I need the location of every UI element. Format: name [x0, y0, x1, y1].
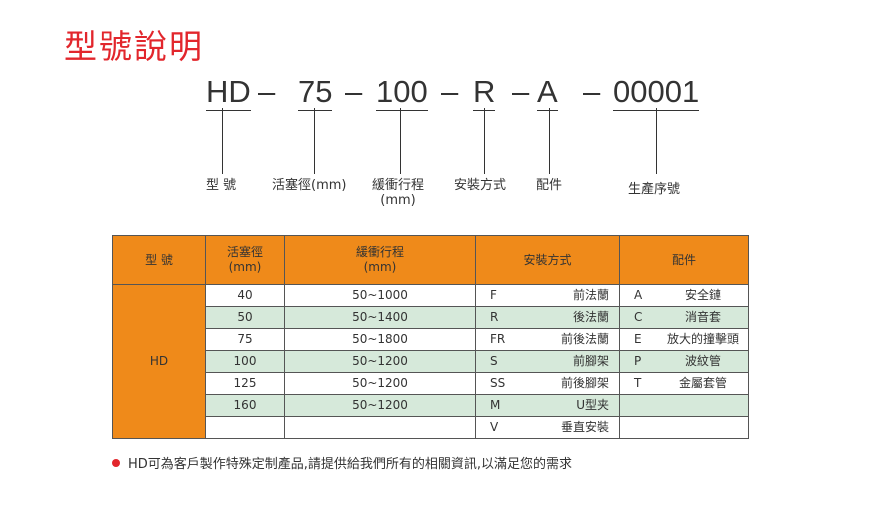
accessory-cell: C 消音套: [619, 306, 749, 329]
mount-name: 前後腳架: [560, 376, 609, 390]
mount-name: 前法蘭: [572, 288, 609, 302]
stroke-cell: [284, 416, 476, 439]
mount-cell: V 垂直安裝: [475, 416, 620, 439]
mount-cell: FR 前後法蘭: [475, 328, 620, 351]
accessory-cell: P 波紋管: [619, 350, 749, 373]
header-stroke: 緩衝行程 (mm): [284, 235, 476, 285]
header-accessory: 配件: [619, 235, 749, 285]
accessory-cell: [619, 394, 749, 417]
mount-code: FR: [490, 332, 506, 346]
label-stroke-text: 緩衝行程: [372, 178, 425, 193]
accessory-name: 安全鏈: [684, 288, 721, 302]
accessory-code: T: [634, 376, 642, 390]
header-mount: 安裝方式: [475, 235, 620, 285]
accessory-code: C: [634, 310, 643, 324]
accessory-name: 金屬套管: [678, 376, 727, 390]
mount-name: 後法蘭: [572, 310, 609, 324]
stroke-cell: 50~1000: [284, 284, 476, 307]
label-serial: 生產序號: [628, 182, 681, 197]
mount-name: 前腳架: [572, 354, 609, 368]
label-stroke-unit: (mm): [380, 193, 416, 208]
mount-cell: M U型夹: [475, 394, 620, 417]
pointer-line: [549, 108, 550, 174]
code-model: HD: [206, 74, 251, 111]
mount-code: V: [490, 420, 499, 434]
accessory-cell: [619, 416, 749, 439]
model-cell: HD: [112, 284, 206, 439]
bore-cell: 160: [205, 394, 285, 417]
mount-name: U型夹: [576, 398, 609, 412]
code-separator: –: [441, 74, 459, 109]
bullet-icon: [112, 459, 120, 467]
footnote-text: HD可為客戶製作特殊定制產品,請提供給我們所有的相關資訊,以滿足您的需求: [128, 457, 573, 472]
bore-cell: 100: [205, 350, 285, 373]
code-serial: 00001: [613, 74, 700, 111]
table-row: 160 50~1200 M U型夹: [113, 394, 749, 417]
label-bore: 活塞徑(mm): [272, 178, 347, 193]
table-row: V 垂直安裝: [113, 416, 749, 439]
code-stroke: 100: [376, 74, 428, 111]
pointer-line: [222, 108, 223, 174]
header-bore: 活塞徑 (mm): [205, 235, 285, 285]
mount-code: R: [490, 310, 499, 324]
code-separator: –: [345, 74, 363, 109]
table-row: 75 50~1800 FR 前後法蘭 E 放大的撞擊頭: [113, 328, 749, 351]
table-row: 100 50~1200 S 前腳架 P 波紋管: [113, 350, 749, 373]
accessory-code: P: [634, 354, 642, 368]
bore-cell: [205, 416, 285, 439]
code-separator: –: [512, 74, 530, 109]
pointer-line: [484, 108, 485, 174]
table-row: HD 40 50~1000 F 前法蘭 A 安全鏈: [112, 284, 749, 439]
accessory-name: 波紋管: [684, 354, 721, 368]
code-bore: 75: [298, 74, 333, 111]
header-bore-unit: (mm): [228, 260, 262, 274]
mount-code: SS: [490, 376, 506, 390]
pointer-line: [314, 108, 315, 174]
header-stroke-text: 緩衝行程: [355, 245, 404, 259]
accessory-code: E: [634, 332, 642, 346]
mount-code: M: [490, 398, 501, 412]
code-separator: –: [258, 74, 276, 109]
label-stroke: 緩衝行程 (mm): [372, 178, 424, 208]
code-separator: –: [583, 74, 601, 109]
mount-name: 前後法蘭: [560, 332, 609, 346]
table-row: 125 50~1200 SS 前後腳架 T 金屬套管: [113, 372, 749, 395]
mount-cell: R 後法蘭: [475, 306, 620, 329]
mount-name: 垂直安裝: [560, 420, 609, 434]
bore-cell: 75: [205, 328, 285, 351]
stroke-cell: 50~1200: [284, 350, 476, 373]
accessory-name: 放大的撞擊頭: [666, 332, 739, 346]
label-accessory: 配件: [536, 178, 563, 193]
accessory-cell: T 金屬套管: [619, 372, 749, 395]
accessory-code: A: [634, 288, 643, 302]
mount-cell: SS 前後腳架: [475, 372, 620, 395]
code-mount: R: [473, 74, 496, 111]
table-row: 50 50~1400 R 後法蘭 C 消音套: [113, 306, 749, 329]
mount-code: F: [490, 288, 497, 302]
pointer-line: [656, 108, 657, 174]
accessory-cell: A 安全鏈: [619, 284, 749, 307]
mount-code: S: [490, 354, 498, 368]
header-bore-text: 活塞徑: [226, 245, 263, 259]
label-mount: 安裝方式: [454, 178, 507, 193]
stroke-cell: 50~1200: [284, 372, 476, 395]
stroke-cell: 50~1800: [284, 328, 476, 351]
bore-cell: 50: [205, 306, 285, 329]
code-accessory: A: [537, 74, 558, 111]
accessory-name: 消音套: [684, 310, 721, 324]
label-model: 型 號: [206, 178, 237, 193]
footnote: HD可為客戶製作特殊定制產品,請提供給我們所有的相關資訊,以滿足您的需求: [112, 453, 572, 472]
bore-cell: 125: [205, 372, 285, 395]
header-model: 型 號: [112, 235, 206, 285]
stroke-cell: 50~1400: [284, 306, 476, 329]
page-title: 型號說明: [64, 27, 204, 66]
accessory-cell: E 放大的撞擊頭: [619, 328, 749, 351]
stroke-cell: 50~1200: [284, 394, 476, 417]
pointer-line: [400, 108, 401, 174]
header-stroke-unit: (mm): [363, 260, 397, 274]
mount-cell: S 前腳架: [475, 350, 620, 373]
bore-cell: 40: [205, 284, 285, 307]
mount-cell: F 前法蘭: [475, 284, 620, 307]
spec-table: 型 號 活塞徑 (mm) 緩衝行程 (mm) 安裝方式 配件 HD 40 50~1000…: [112, 235, 749, 439]
